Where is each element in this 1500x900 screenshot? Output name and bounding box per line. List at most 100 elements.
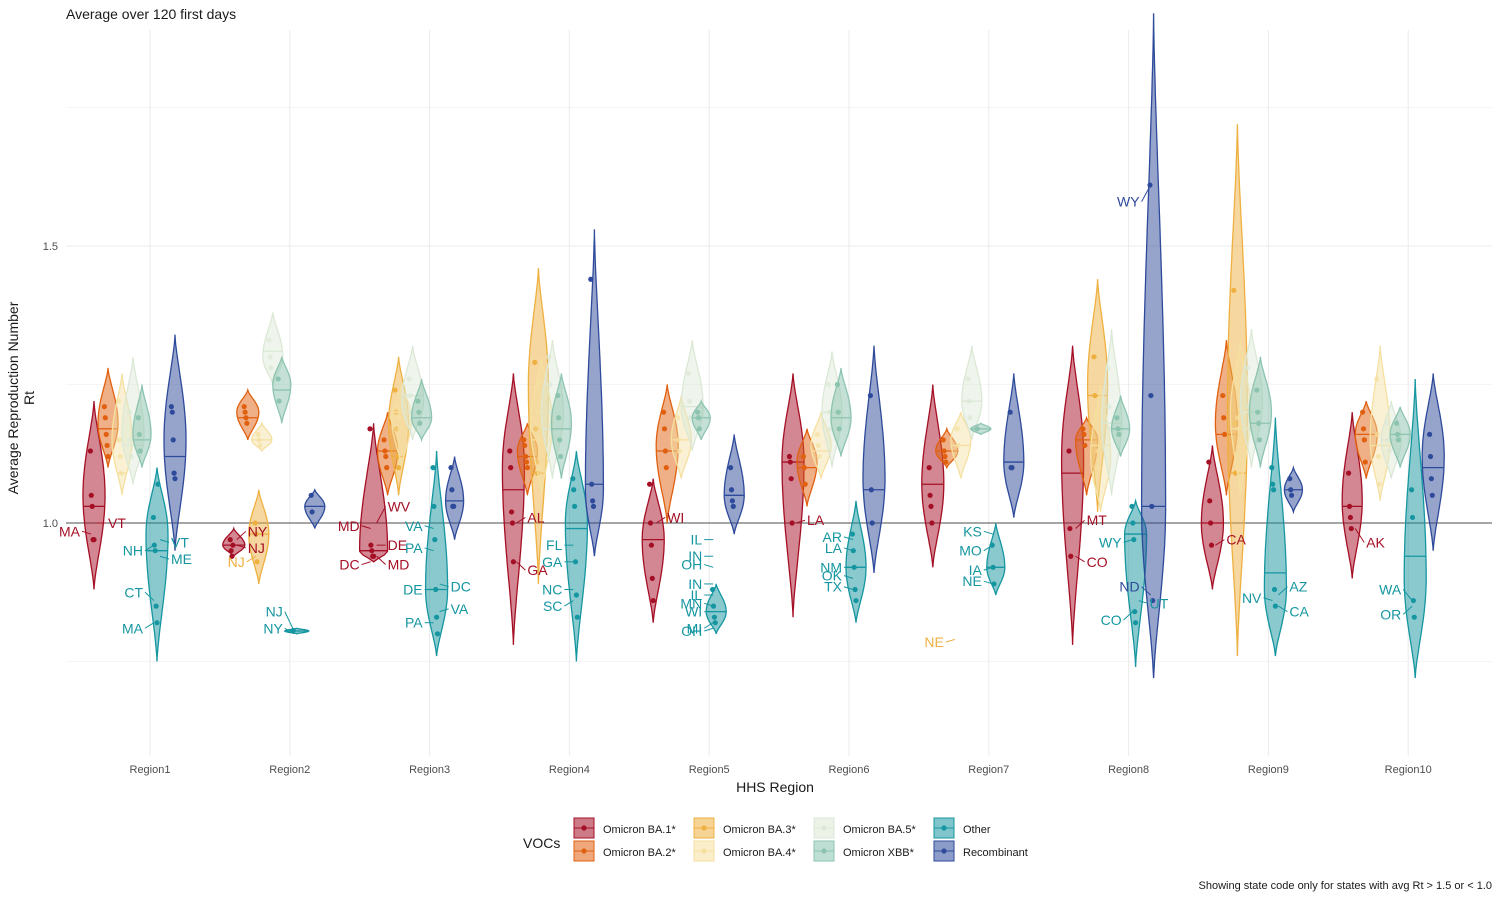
violin-group [781, 373, 805, 618]
data-point [834, 381, 841, 388]
data-point [966, 398, 972, 404]
data-point [815, 442, 821, 449]
state-label: IN [688, 548, 702, 564]
violin-group [1200, 445, 1225, 590]
data-point [850, 548, 856, 554]
data-point [1348, 525, 1354, 532]
data-point [150, 514, 156, 521]
data-point [852, 586, 858, 593]
data-point [230, 542, 236, 548]
state-label-leader [284, 611, 295, 631]
x-tick-label: Region9 [1248, 764, 1289, 776]
state-label: NY [248, 523, 268, 539]
data-point [523, 453, 529, 460]
data-point [368, 542, 374, 548]
data-point [1427, 453, 1434, 460]
data-point [555, 392, 561, 399]
data-point [788, 476, 794, 482]
violin-group [1341, 412, 1363, 579]
data-point [955, 442, 961, 449]
state-label: UT [1150, 595, 1169, 611]
data-point [1133, 620, 1139, 626]
state-label: LA [807, 512, 825, 528]
state-label: KS [963, 523, 982, 539]
legend-swatch-point [701, 825, 707, 831]
state-label: IN [688, 576, 702, 592]
legend-label: Omicron BA.2* [603, 847, 676, 859]
data-point [1081, 431, 1087, 437]
chart-subtitle: Average over 120 first days [66, 6, 236, 22]
legend-label: Other [963, 824, 991, 836]
y-axis-title-line2: Rt [21, 391, 37, 405]
violin-group [82, 401, 106, 590]
state-label: MI [687, 620, 703, 636]
state-label: CO [1087, 554, 1108, 570]
data-point [406, 376, 412, 382]
data-point [825, 381, 832, 388]
violin [1403, 378, 1427, 679]
state-label: DE [388, 537, 407, 553]
state-label: IL [691, 587, 703, 603]
data-point [1346, 470, 1352, 476]
data-point [151, 542, 157, 548]
data-point [941, 448, 947, 454]
state-label: NJ [248, 540, 265, 556]
violin [97, 367, 119, 468]
data-point [536, 409, 542, 415]
legend-label: Omicron BA.5* [843, 824, 916, 836]
violin-group [1421, 373, 1445, 551]
data-point [661, 426, 668, 432]
state-label: TX [824, 579, 843, 595]
state-label: NM [820, 559, 842, 575]
state-label-leader [516, 517, 526, 524]
data-point [276, 398, 282, 404]
violin [1140, 13, 1167, 679]
violin-group [1089, 384, 1112, 512]
data-point [851, 564, 857, 570]
data-point [710, 586, 716, 593]
state-label: WV [388, 498, 411, 514]
data-point [1289, 492, 1295, 498]
data-point [710, 603, 717, 609]
data-point [509, 509, 515, 515]
violin [145, 467, 169, 662]
violin [304, 488, 326, 529]
data-point [1410, 597, 1416, 604]
violin-group [564, 450, 589, 662]
data-point [523, 459, 530, 465]
data-point [1009, 465, 1015, 471]
data-point [117, 453, 123, 460]
data-point [1105, 365, 1111, 371]
data-point [967, 415, 973, 421]
data-point [675, 415, 681, 421]
violin [410, 378, 433, 443]
data-point [695, 415, 702, 421]
state-label-leader [945, 638, 955, 643]
violin-group [1248, 356, 1273, 468]
x-tick-label: Region8 [1108, 764, 1149, 776]
violin [1200, 445, 1225, 590]
data-point [115, 398, 121, 404]
data-point [508, 465, 514, 471]
state-label: VT [108, 515, 126, 531]
violin-group [950, 412, 972, 479]
state-label: NJ [228, 554, 245, 570]
violin-group [424, 450, 449, 657]
state-label-leader [439, 608, 449, 613]
data-point [589, 481, 595, 487]
violin-group [1060, 345, 1085, 645]
violin-group [655, 384, 679, 524]
data-point [556, 415, 562, 421]
data-point [126, 409, 132, 415]
data-point [1116, 431, 1122, 437]
violin [251, 420, 273, 453]
violin-group [1110, 395, 1131, 457]
data-point [1066, 448, 1072, 454]
data-point [255, 431, 261, 437]
legend-label: Recombinant [963, 847, 1028, 859]
data-point [1385, 437, 1392, 443]
data-point [1272, 603, 1278, 609]
data-point [1096, 465, 1102, 471]
state-label-leader [1402, 589, 1413, 601]
data-point [990, 564, 996, 570]
